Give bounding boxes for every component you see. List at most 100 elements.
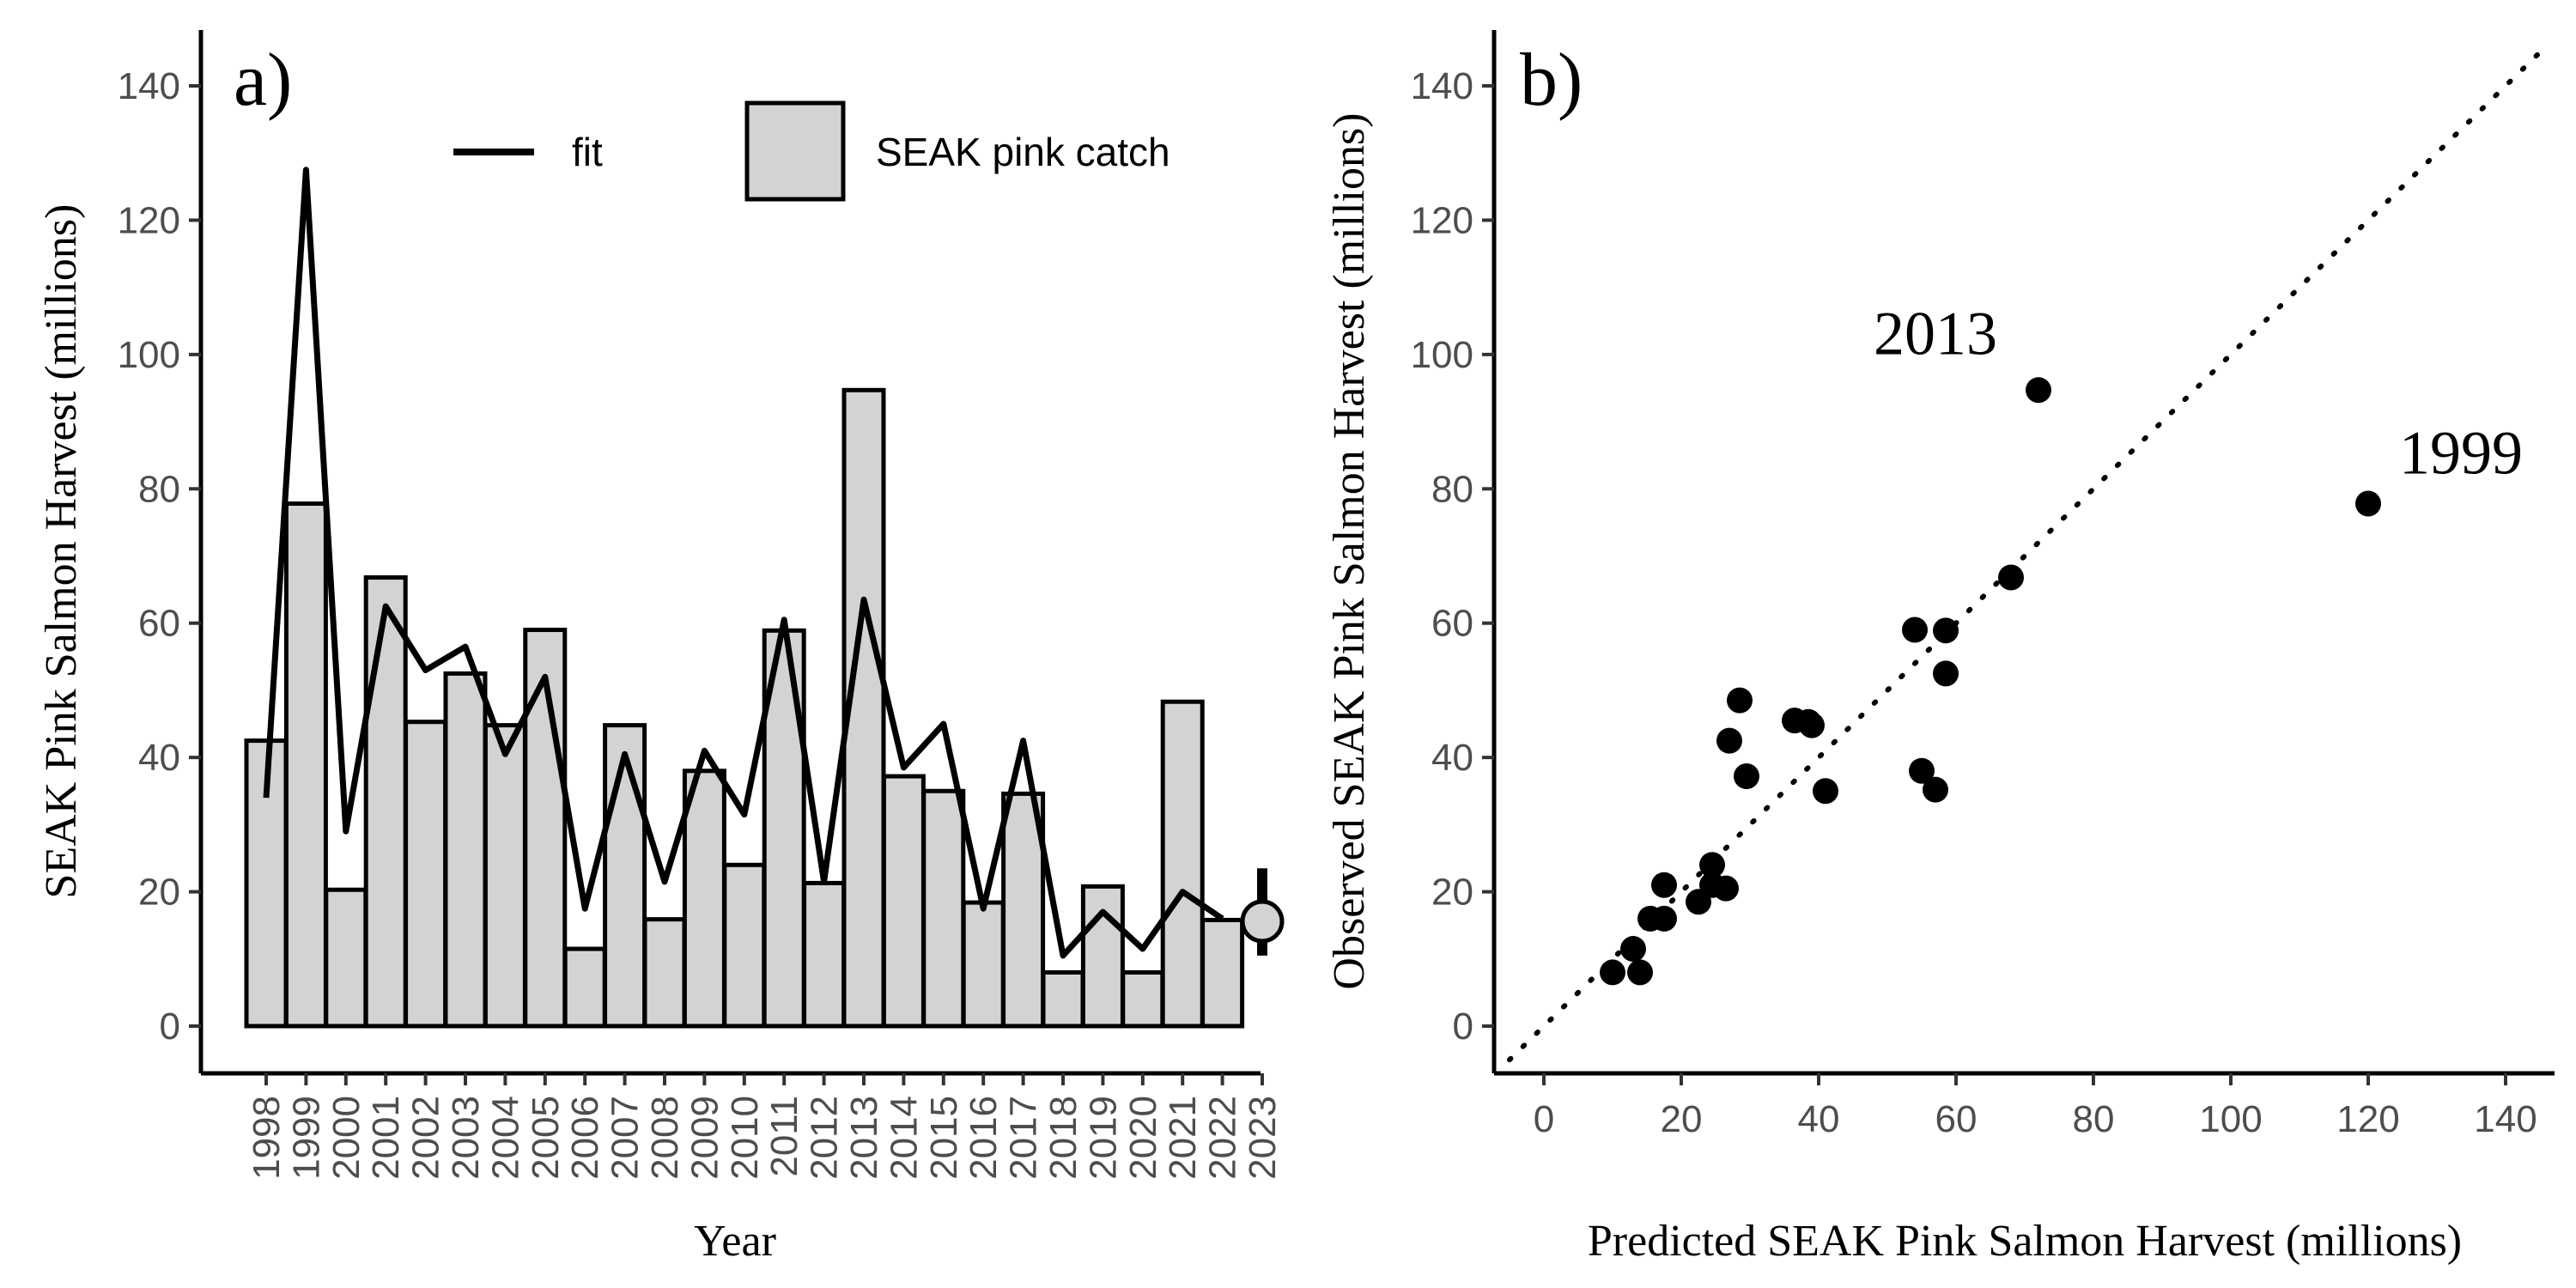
y-axis-title: Observed SEAK Pink Salmon Harvest (milli… — [1325, 112, 1374, 989]
bar-2007 — [603, 723, 647, 1029]
bar-2018 — [1041, 969, 1085, 1029]
x-tick-label: 2017 — [1003, 1096, 1045, 1180]
y-tick-label: 100 — [1411, 334, 1473, 376]
data-point — [1813, 778, 1838, 805]
x-tick-label: 2000 — [325, 1096, 368, 1180]
y-tick-label: 80 — [138, 468, 180, 510]
y-tick-label: 60 — [138, 603, 180, 645]
data-point — [1734, 763, 1759, 790]
bar-2012 — [802, 880, 847, 1029]
bar-2015 — [921, 788, 966, 1029]
y-tick-label: 120 — [118, 199, 180, 241]
legend-fit-label: fit — [572, 130, 603, 174]
data-point — [1909, 757, 1935, 784]
y-tick-label: 140 — [118, 65, 180, 107]
y-tick-label: 0 — [160, 1005, 180, 1048]
x-axis-title: Year — [694, 1217, 776, 1266]
bar-2021 — [1160, 699, 1205, 1029]
x-tick-label: 80 — [2073, 1098, 2115, 1140]
x-tick-label: 100 — [2199, 1098, 2262, 1140]
bar-2006 — [562, 946, 607, 1029]
x-tick-label: 2015 — [923, 1096, 965, 1180]
x-tick-label: 2021 — [1162, 1096, 1204, 1180]
reference-line — [1507, 49, 2543, 1063]
y-tick-label: 40 — [138, 737, 180, 779]
annotation-1999: 1999 — [2399, 418, 2523, 487]
x-tick-label: 20 — [1661, 1098, 1703, 1140]
x-tick-label: 2006 — [564, 1096, 606, 1180]
x-tick-label: 2022 — [1202, 1096, 1244, 1180]
x-tick-label: 2010 — [724, 1096, 766, 1180]
x-tick-label: 2012 — [804, 1096, 846, 1180]
x-tick-label: 1998 — [246, 1096, 288, 1180]
bar-2002 — [404, 720, 448, 1029]
y-tick-label: 20 — [1431, 872, 1473, 914]
x-tick-label: 2019 — [1082, 1096, 1124, 1180]
data-point — [1600, 959, 1625, 986]
bar-2004 — [483, 723, 527, 1029]
bar-2019 — [1080, 884, 1125, 1029]
data-point — [1651, 905, 1677, 932]
forecast-point — [1240, 899, 1285, 944]
x-tick-label: 2002 — [405, 1096, 447, 1180]
x-tick-label: 2016 — [963, 1096, 1005, 1180]
y-tick-label: 40 — [1431, 737, 1473, 779]
x-tick-label: 2018 — [1042, 1096, 1084, 1180]
bar-2020 — [1121, 969, 1165, 1029]
bar-2016 — [961, 900, 1005, 1029]
y-tick-label: 60 — [1431, 603, 1473, 645]
y-tick-label: 120 — [1411, 199, 1473, 241]
data-point — [1902, 617, 1928, 643]
data-point — [1627, 959, 1653, 986]
x-tick-label: 120 — [2336, 1098, 2399, 1140]
bar-2000 — [324, 887, 368, 1029]
bar-2022 — [1200, 917, 1245, 1029]
x-tick-label: 2007 — [605, 1096, 647, 1180]
panel-label-b: b) — [1520, 39, 1583, 122]
y-tick-label: 20 — [138, 872, 180, 914]
x-tick-label: 2001 — [365, 1096, 407, 1180]
x-tick-label: 2009 — [683, 1096, 726, 1180]
x-tick-label: 2013 — [843, 1096, 885, 1180]
x-tick-label: 60 — [1935, 1098, 1978, 1140]
bar-2003 — [443, 671, 488, 1029]
y-axis-title: SEAK Pink Salmon Harvest (millions) — [37, 204, 86, 899]
legend-catch-label: SEAK pink catch — [876, 130, 1170, 174]
x-tick-label: 2004 — [484, 1096, 526, 1180]
bar-1999 — [283, 501, 328, 1029]
data-point — [1933, 660, 1959, 687]
x-tick-label: 2008 — [644, 1096, 686, 1180]
data-point — [1923, 776, 1948, 803]
data-point — [2355, 490, 2381, 517]
x-tick-label: 0 — [1534, 1098, 1554, 1140]
bar-2001 — [363, 575, 408, 1029]
y-tick-label: 100 — [118, 334, 180, 376]
x-tick-label: 40 — [1798, 1098, 1840, 1140]
y-tick-label: 140 — [1411, 65, 1473, 107]
bar-2010 — [722, 862, 767, 1029]
data-point — [1933, 617, 1959, 644]
legend-catch-swatch — [744, 100, 846, 202]
x-tick-label: 2011 — [763, 1096, 805, 1177]
data-point — [2026, 377, 2051, 404]
panel-a-bar-line-chart: 0204060801001201401998199920002001200220… — [37, 30, 1285, 1266]
x-axis-title: Predicted SEAK Pink Salmon Harvest (mill… — [1588, 1217, 2462, 1266]
bar-2008 — [642, 917, 687, 1029]
data-point — [1620, 936, 1646, 963]
y-tick-label: 0 — [1453, 1005, 1473, 1048]
bar-2017 — [1001, 791, 1046, 1029]
data-point — [1799, 712, 1825, 738]
data-point — [1716, 727, 1742, 754]
y-tick-label: 80 — [1431, 468, 1473, 510]
fit-line — [263, 167, 1224, 959]
x-tick-label: 2020 — [1122, 1096, 1164, 1180]
x-tick-label: 2003 — [445, 1096, 487, 1180]
annotation-2013: 2013 — [1874, 299, 1997, 368]
panel-b-scatter-chart: 0 20 40 60 80 100 120 140 0 20 40 60 80 100 120 140 2013… — [1325, 30, 2555, 1266]
x-tick-label: 2014 — [883, 1096, 925, 1180]
data-point — [1651, 872, 1677, 898]
bar-2014 — [881, 774, 926, 1029]
panel-label-a: a) — [234, 39, 292, 122]
x-tick-label: 2023 — [1242, 1096, 1284, 1180]
